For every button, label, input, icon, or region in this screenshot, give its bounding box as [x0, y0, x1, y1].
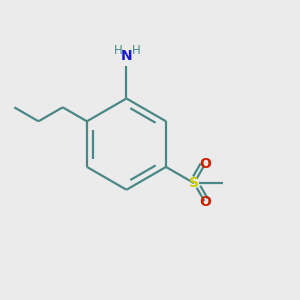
Text: O: O	[199, 195, 211, 209]
Text: S: S	[189, 176, 199, 190]
Text: H: H	[114, 44, 123, 57]
Text: O: O	[199, 157, 211, 171]
Text: H: H	[131, 44, 140, 57]
Text: N: N	[121, 49, 132, 63]
